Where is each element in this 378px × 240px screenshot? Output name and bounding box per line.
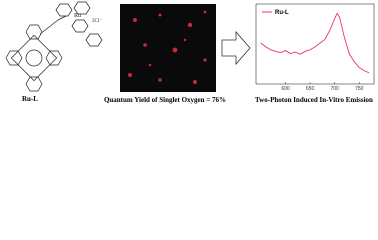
counterion-label: 2Cl⁻ [92,19,102,24]
x-tick-label: 650 [306,86,315,92]
caption-right: Two-Photon Induced In-Vitro Emission [255,96,373,104]
microscopy-image [120,4,216,92]
arrow [221,30,251,66]
series-line [260,12,370,74]
metal-label: Ru [74,13,81,19]
graphical-abstract: Ru 2Cl⁻ Ru-L Quantum Yield of Singlet Ox… [5,1,375,104]
compound-label: Ru-L [22,95,38,103]
x-tick-label: 750 [355,86,364,92]
legend-label: Ru-L [275,10,289,16]
x-tick-label: 600 [281,86,290,92]
x-tick-label: 700 [330,86,339,92]
molecule [5,1,103,92]
caption-left: Quantum Yield of Singlet Oxygen = 76% [104,96,226,104]
chart-frame [255,3,375,85]
